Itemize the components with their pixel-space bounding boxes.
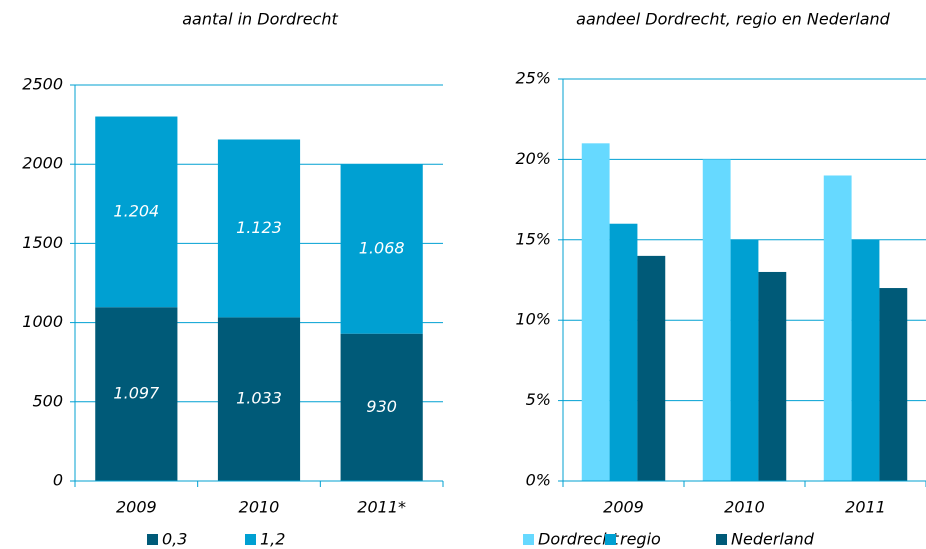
y-tick-label: 15% bbox=[515, 229, 551, 248]
bar bbox=[637, 255, 666, 481]
legend-swatch bbox=[245, 534, 256, 545]
legend-swatch bbox=[523, 534, 534, 545]
data-label: 930 bbox=[366, 397, 397, 416]
x-tick-label: 2009 bbox=[603, 498, 644, 517]
y-tick-label: 10% bbox=[515, 310, 551, 329]
legend-label: Nederland bbox=[731, 530, 815, 549]
bar-segment bbox=[95, 307, 178, 481]
y-tick-label: 500 bbox=[32, 391, 63, 410]
bar-segment bbox=[217, 139, 301, 318]
x-tick-label: 2009 bbox=[116, 498, 157, 517]
bar-segment bbox=[340, 333, 423, 481]
bar bbox=[851, 239, 880, 481]
x-tick-label: 2011 bbox=[845, 498, 886, 517]
chart-title: aandeel Dordrecht, regio en Nederland bbox=[576, 10, 891, 29]
data-label: 1.068 bbox=[359, 239, 405, 258]
legend-label: 0,3 bbox=[162, 530, 187, 549]
bar bbox=[581, 143, 610, 481]
bar bbox=[758, 271, 787, 481]
x-tick-label: 2010 bbox=[724, 498, 765, 517]
chart-title: aantal in Dordrecht bbox=[182, 10, 338, 29]
y-tick-label: 1500 bbox=[22, 233, 63, 252]
y-tick-label: 20% bbox=[515, 149, 551, 168]
bar bbox=[702, 159, 731, 481]
y-tick-label: 2000 bbox=[22, 154, 63, 173]
y-tick-label: 0 bbox=[53, 471, 63, 490]
bar-segment bbox=[340, 164, 423, 334]
legend-swatch bbox=[147, 534, 158, 545]
bar bbox=[609, 223, 638, 481]
y-tick-label: 25% bbox=[515, 69, 551, 88]
x-tick-label: 2011* bbox=[357, 498, 406, 517]
bar-segment bbox=[217, 317, 301, 481]
x-tick-label: 2010 bbox=[239, 498, 280, 517]
legend-label: regio bbox=[620, 530, 661, 549]
bar-segment bbox=[95, 116, 178, 308]
legend-swatch bbox=[605, 534, 616, 545]
data-label: 1.033 bbox=[236, 389, 282, 408]
bar bbox=[823, 175, 852, 482]
data-label: 1.204 bbox=[113, 201, 159, 220]
legend-label: Dordrecht bbox=[538, 530, 619, 549]
data-label: 1.123 bbox=[236, 218, 282, 237]
y-tick-label: 5% bbox=[526, 390, 551, 409]
bar bbox=[730, 239, 759, 481]
legend-swatch bbox=[716, 534, 727, 545]
y-tick-label: 2500 bbox=[22, 75, 63, 94]
y-tick-label: 0% bbox=[526, 471, 551, 490]
y-tick-label: 1000 bbox=[22, 312, 63, 331]
data-label: 1.097 bbox=[113, 384, 160, 403]
legend-label: 1,2 bbox=[260, 530, 285, 549]
bar bbox=[879, 288, 908, 481]
